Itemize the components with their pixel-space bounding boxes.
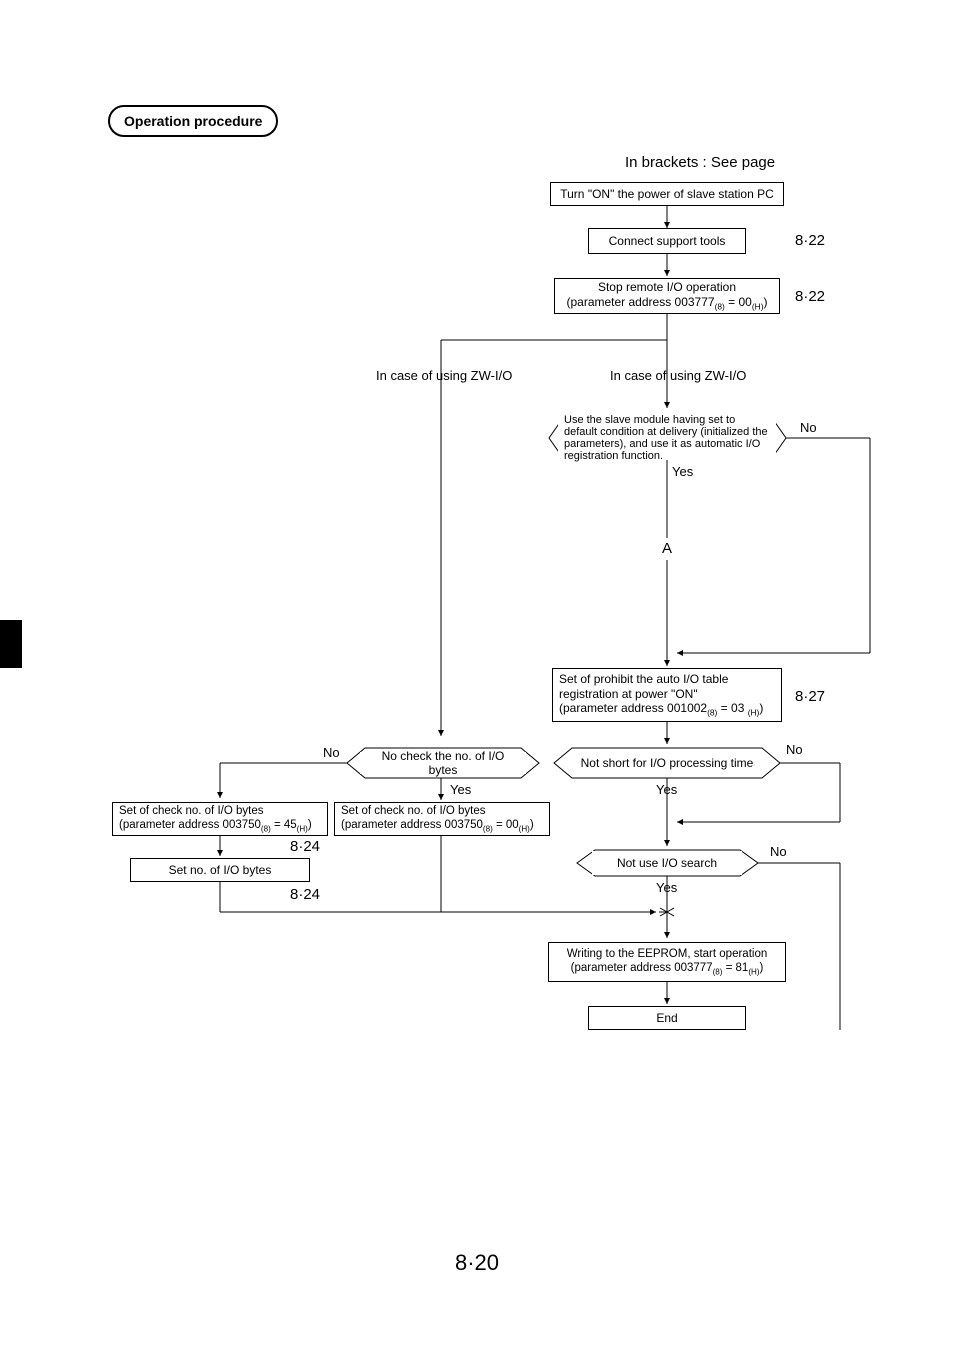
- node-set-check-45: Set of check no. of I/O bytes (parameter…: [112, 802, 328, 836]
- d4-no-label: No: [770, 844, 787, 859]
- d2-no-label: No: [323, 745, 340, 760]
- node-prohibit-auto-io-l2: (parameter address 001002(8) = 03 (H)): [559, 701, 763, 717]
- node-set-check-45-l1: Set of check no. of I/O bytes: [119, 804, 263, 818]
- branch-left-label: In case of using ZW-I/O: [376, 368, 512, 383]
- flowchart-lines: [0, 0, 954, 1351]
- d4-yes-label: Yes: [656, 880, 677, 895]
- node-set-check-00-l1: Set of check no. of I/O bytes: [341, 804, 485, 818]
- ref-8-22-b: 8·22: [795, 288, 825, 305]
- d3-yes-label: Yes: [656, 782, 677, 797]
- node-write-eeprom: Writing to the EEPROM, start operation (…: [548, 942, 786, 982]
- ref-8-24-a: 8·24: [290, 838, 320, 855]
- d2-yes-label: Yes: [450, 782, 471, 797]
- node-prohibit-auto-io: Set of prohibit the auto I/O table regis…: [552, 668, 782, 722]
- node-end: End: [588, 1006, 746, 1030]
- operation-procedure-badge: Operation procedure: [108, 105, 278, 137]
- node-set-no-bytes: Set no. of I/O bytes: [130, 858, 310, 882]
- node-stop-remote-io: Stop remote I/O operation (parameter add…: [554, 278, 780, 314]
- node-set-check-00-l2: (parameter address 003750(8) = 00(H)): [341, 818, 534, 834]
- node-write-eeprom-l1: Writing to the EEPROM, start operation: [567, 947, 767, 961]
- d1-no-label: No: [800, 420, 817, 435]
- ref-8-24-b: 8·24: [290, 886, 320, 903]
- node-write-eeprom-l2: (parameter address 003777(8) = 81(H)): [571, 961, 764, 977]
- d3-no-label: No: [786, 742, 803, 757]
- node-stop-remote-io-l1: Stop remote I/O operation: [598, 280, 736, 295]
- brackets-caption: In brackets : See page: [625, 154, 775, 171]
- node-set-check-45-l2: (parameter address 003750(8) = 45(H)): [119, 818, 312, 834]
- decision-not-use-search: Not use I/O search: [592, 851, 742, 875]
- decision-no-check-bytes: No check the no. of I/O bytes: [360, 752, 526, 774]
- d1-yes-label: Yes: [672, 464, 693, 479]
- ref-8-27: 8·27: [795, 688, 825, 705]
- side-tab: [0, 620, 22, 668]
- branch-right-label: In case of using ZW-I/O: [610, 368, 746, 383]
- decision-not-short-time: Not short for I/O processing time: [568, 752, 766, 774]
- page-number: 8·20: [0, 1250, 954, 1276]
- node-stop-remote-io-l2: (parameter address 003777(8) = 00(H)): [566, 295, 767, 312]
- decision-default-condition: Use the slave module having set to defau…: [558, 416, 776, 460]
- ref-8-22-a: 8·22: [795, 232, 825, 249]
- node-set-check-00: Set of check no. of I/O bytes (parameter…: [334, 802, 550, 836]
- node-prohibit-auto-io-l1: Set of prohibit the auto I/O table regis…: [559, 672, 775, 701]
- node-turn-on-power: Turn "ON" the power of slave station PC: [550, 182, 784, 206]
- node-connect-tools: Connect support tools: [588, 228, 746, 254]
- a-label: A: [662, 540, 672, 557]
